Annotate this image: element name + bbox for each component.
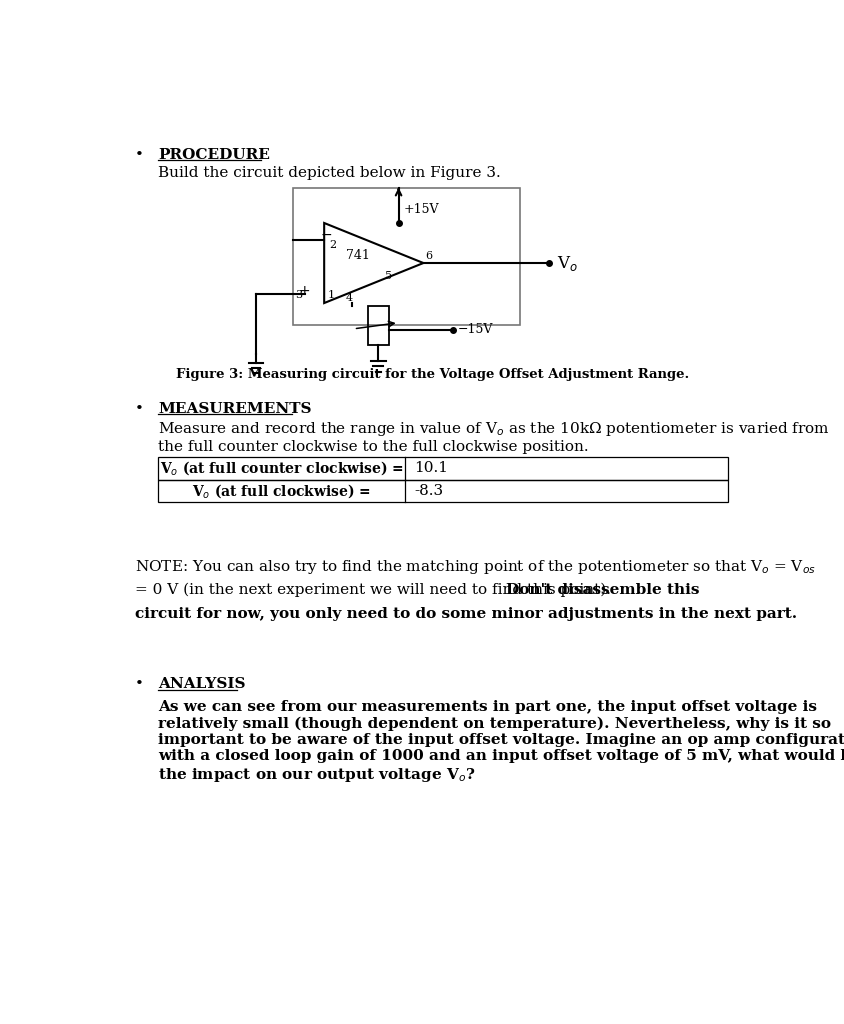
Text: +15V: +15V — [403, 203, 438, 216]
Bar — [293, 188, 520, 325]
Text: •: • — [135, 147, 143, 162]
Text: •: • — [135, 401, 143, 416]
Bar — [158, 457, 727, 480]
Text: 1: 1 — [327, 291, 335, 300]
Text: V$_o$: V$_o$ — [556, 254, 577, 272]
Bar — [367, 306, 389, 345]
Bar — [158, 480, 727, 503]
Text: Figure 3: Measuring circuit for the Voltage Offset Adjustment Range.: Figure 3: Measuring circuit for the Volt… — [176, 368, 689, 381]
Text: 10.1: 10.1 — [414, 462, 447, 475]
Text: −15V: −15V — [457, 324, 492, 336]
Text: 3: 3 — [295, 291, 301, 300]
Text: As we can see from our measurements in part one, the input offset voltage is
rel: As we can see from our measurements in p… — [158, 700, 844, 784]
Text: circuit for now, you only need to do some minor adjustments in the next part.: circuit for now, you only need to do som… — [135, 607, 796, 622]
Text: ANALYSIS: ANALYSIS — [158, 677, 246, 691]
Text: Build the circuit depicted below in Figure 3.: Build the circuit depicted below in Figu… — [158, 166, 500, 180]
Text: Measure and record the range in value of V$_o$ as the 10kΩ potentiometer is vari: Measure and record the range in value of… — [158, 420, 830, 455]
Text: NOTE: You can also try to find the matching point of the potentiometer so that V: NOTE: You can also try to find the match… — [135, 558, 815, 575]
Text: PROCEDURE: PROCEDURE — [158, 147, 270, 162]
Text: V$_o$ (at full counter clockwise) =: V$_o$ (at full counter clockwise) = — [160, 460, 403, 477]
Text: 6: 6 — [425, 251, 431, 261]
Text: 5: 5 — [384, 271, 392, 282]
Text: −: − — [321, 228, 332, 243]
Text: -8.3: -8.3 — [414, 484, 442, 498]
Text: 2: 2 — [328, 240, 336, 250]
Text: Don't disassemble this: Don't disassemble this — [505, 583, 698, 597]
Text: 741: 741 — [345, 249, 370, 262]
Text: +: + — [299, 284, 311, 298]
Text: 4: 4 — [345, 294, 353, 303]
Text: •: • — [135, 677, 143, 691]
Text: V$_o$ (at full clockwise) =: V$_o$ (at full clockwise) = — [192, 482, 371, 500]
Text: MEASUREMENTS: MEASUREMENTS — [158, 401, 311, 416]
Text: = 0 V (in the next experiment we will need to find this point).: = 0 V (in the next experiment we will ne… — [135, 583, 610, 597]
